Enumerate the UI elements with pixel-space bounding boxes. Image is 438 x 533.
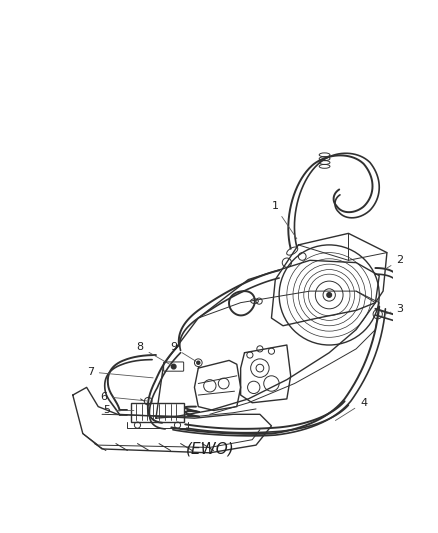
Text: 7: 7 — [87, 367, 153, 378]
Circle shape — [197, 361, 200, 364]
Text: 3: 3 — [386, 304, 403, 314]
Circle shape — [171, 364, 176, 369]
Text: 4: 4 — [336, 398, 367, 421]
Text: 2: 2 — [385, 255, 403, 269]
Text: 1: 1 — [272, 201, 297, 239]
Text: (EWO): (EWO) — [185, 441, 234, 456]
Circle shape — [327, 293, 332, 297]
Text: 9: 9 — [170, 342, 196, 361]
Text: 8: 8 — [137, 342, 171, 365]
Text: 6: 6 — [100, 392, 147, 401]
Text: 5: 5 — [103, 406, 134, 415]
